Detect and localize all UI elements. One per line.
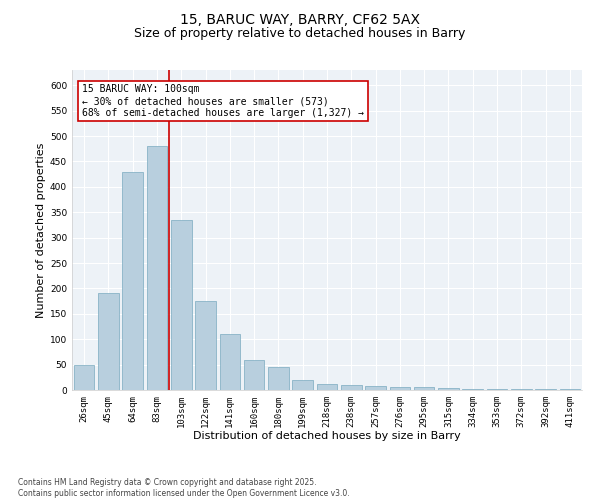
Bar [195, 301, 216, 390]
Text: 15 BARUC WAY: 100sqm
← 30% of detached houses are smaller (573)
68% of semi-deta: 15 BARUC WAY: 100sqm ← 30% of detached h… [82, 84, 364, 117]
Bar [122, 172, 143, 390]
Bar [268, 367, 289, 390]
X-axis label: Distribution of detached houses by size in Barry: Distribution of detached houses by size … [193, 432, 461, 442]
Bar [317, 384, 337, 390]
Bar [74, 364, 94, 390]
Bar [244, 360, 265, 390]
Text: 15, BARUC WAY, BARRY, CF62 5AX: 15, BARUC WAY, BARRY, CF62 5AX [180, 12, 420, 26]
Bar [463, 389, 483, 390]
Bar [341, 385, 362, 390]
Bar [220, 334, 240, 390]
Bar [146, 146, 167, 390]
Y-axis label: Number of detached properties: Number of detached properties [36, 142, 46, 318]
Text: Contains HM Land Registry data © Crown copyright and database right 2025.
Contai: Contains HM Land Registry data © Crown c… [18, 478, 350, 498]
Bar [98, 294, 119, 390]
Bar [292, 380, 313, 390]
Bar [389, 388, 410, 390]
Bar [171, 220, 191, 390]
Bar [365, 386, 386, 390]
Text: Size of property relative to detached houses in Barry: Size of property relative to detached ho… [134, 28, 466, 40]
Bar [438, 388, 459, 390]
Bar [414, 388, 434, 390]
